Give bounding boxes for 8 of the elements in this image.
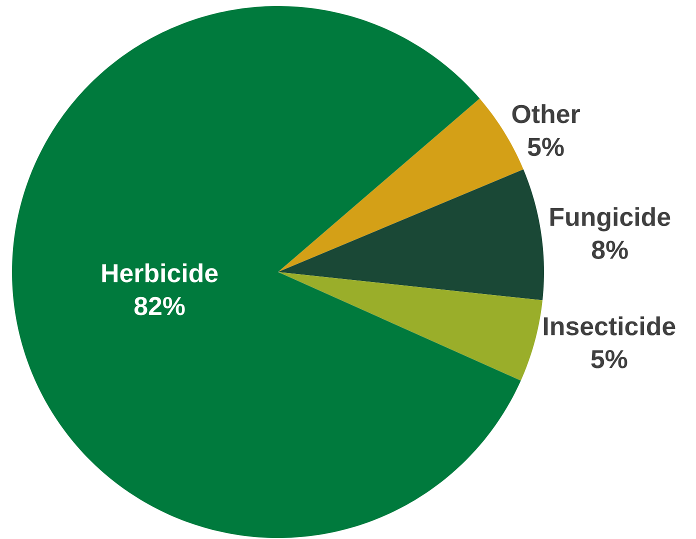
data-label: 5% bbox=[591, 350, 628, 368]
slice-label: Fungicide bbox=[550, 207, 670, 232]
slice-label: Insecticide bbox=[544, 316, 676, 336]
data-label: 82% bbox=[134, 296, 185, 316]
data-label: 8% bbox=[592, 240, 628, 259]
slice-label: Other bbox=[512, 104, 580, 124]
data-label: 5% bbox=[528, 138, 564, 156]
slice-label: Herbicide bbox=[102, 263, 218, 282]
